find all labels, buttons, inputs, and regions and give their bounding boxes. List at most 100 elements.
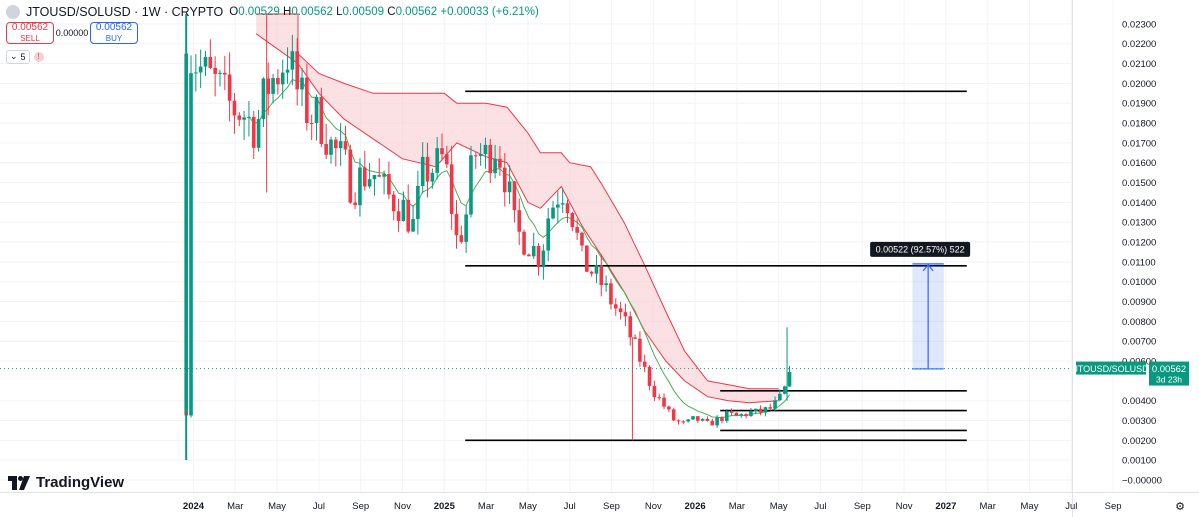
candle-body	[667, 406, 671, 410]
candle-body	[194, 72, 198, 74]
candle-body	[184, 53, 188, 411]
spread-value: 0.00000	[55, 28, 89, 38]
candle-body	[715, 417, 719, 426]
x-tick-label: Mar	[729, 501, 745, 512]
symbol-title[interactable]: JTOUSD/SOLUSD · 1W · CRYPTO	[26, 5, 224, 19]
candle-body	[536, 246, 541, 268]
candle-body	[213, 67, 217, 74]
ohlc-values: O0.00529 H0.00562 L0.00509 C0.00562 +0.0…	[229, 6, 539, 18]
candle-body	[546, 218, 550, 251]
candle-body	[377, 175, 382, 177]
price-tag-countdown: 3d 23h	[1156, 375, 1182, 385]
candle-body	[778, 393, 782, 401]
candle-body	[502, 167, 507, 193]
candle-body	[493, 158, 497, 174]
candle-body	[454, 214, 459, 236]
candle-body	[512, 181, 517, 211]
candle-body	[551, 207, 555, 219]
candle-body	[729, 411, 734, 413]
close-label: C	[387, 6, 396, 18]
candle-body	[517, 210, 522, 232]
candle-body	[768, 407, 773, 409]
y-tick-label: 0.00900	[1122, 297, 1156, 308]
candle-body	[382, 174, 386, 177]
y-tick-label: 0.01200	[1122, 238, 1156, 249]
y-tick-label: −0.00000	[1122, 476, 1162, 487]
candle-body	[681, 421, 686, 423]
high-value: 0.00562	[291, 6, 333, 18]
candle-body	[372, 175, 377, 180]
candle-body	[242, 117, 246, 120]
y-tick-label: 0.02200	[1122, 39, 1156, 50]
candle-body	[734, 412, 739, 416]
candle-body	[324, 144, 328, 155]
candle-body	[247, 116, 251, 118]
candle-body	[367, 179, 372, 187]
candle-body	[198, 66, 203, 73]
tradingview-logo[interactable]: TradingView	[8, 474, 124, 491]
candle-body	[338, 141, 343, 149]
candle-body	[295, 51, 300, 90]
x-tick-label: May	[1021, 501, 1039, 512]
candle-body	[271, 78, 275, 94]
candle-body	[430, 172, 435, 182]
candle-body	[416, 186, 420, 220]
candle-body	[541, 250, 546, 268]
cloud-lower-line	[255, 33, 779, 404]
candle-body	[589, 271, 594, 274]
candle-body	[396, 211, 401, 222]
measure-label: 0.00522 (92.57%) 522	[876, 244, 965, 254]
x-tick-label: 2025	[434, 501, 456, 512]
candle-body	[599, 265, 604, 286]
indicators-toggle[interactable]: ⌄ 5	[6, 49, 30, 64]
candle-body	[459, 235, 464, 242]
y-tick-label: 0.01400	[1122, 198, 1156, 209]
candle-body	[700, 418, 705, 421]
candle-body	[189, 73, 193, 416]
alert-icon[interactable]: !	[33, 51, 44, 62]
candle-body	[391, 194, 396, 212]
change-value: +0.00033 (+6.21%)	[440, 6, 539, 18]
candle-body	[594, 265, 599, 274]
sell-button[interactable]: 0.00562 SELL	[6, 22, 54, 44]
candle-body	[724, 411, 729, 421]
candle-body	[575, 227, 579, 233]
symbol-logo-icon	[6, 5, 20, 19]
ichimoku-cloud	[256, 14, 779, 403]
candle-body	[560, 203, 565, 205]
candle-body	[763, 407, 768, 413]
buy-button[interactable]: 0.00562 BUY	[90, 22, 138, 44]
candle-body	[753, 408, 758, 412]
ema-line	[248, 78, 790, 419]
y-tick-label: 0.00200	[1122, 436, 1156, 447]
x-tick-label: 2027	[935, 501, 956, 512]
gear-icon: ⚙	[1175, 501, 1185, 513]
candle-body	[618, 308, 623, 313]
candle-body	[676, 420, 681, 422]
candle-body	[280, 72, 285, 85]
candle-body	[642, 361, 647, 367]
candle-body	[604, 283, 608, 286]
candle-body	[343, 141, 348, 150]
y-tick-label: 0.01900	[1122, 99, 1156, 110]
candle-body	[237, 115, 242, 120]
candle-body	[314, 96, 319, 124]
candle-body	[782, 386, 787, 394]
candle-body	[488, 144, 493, 174]
indicator-bar: ⌄ 5 !	[6, 49, 44, 64]
candle-body	[469, 155, 473, 215]
candle-body	[638, 338, 642, 362]
x-tick-label: Nov	[645, 501, 662, 512]
candle-body	[222, 72, 227, 75]
candle-body	[691, 416, 695, 420]
x-tick-label: Mar	[980, 501, 996, 512]
candle-body	[483, 144, 488, 155]
candle-body	[686, 419, 690, 422]
y-tick-label: 0.00800	[1122, 317, 1156, 328]
y-tick-label: 0.01700	[1122, 138, 1156, 149]
x-tick-label: Nov	[394, 501, 411, 512]
candle-body	[353, 202, 357, 206]
candle-body	[256, 119, 261, 148]
buy-price: 0.00562	[95, 21, 133, 33]
